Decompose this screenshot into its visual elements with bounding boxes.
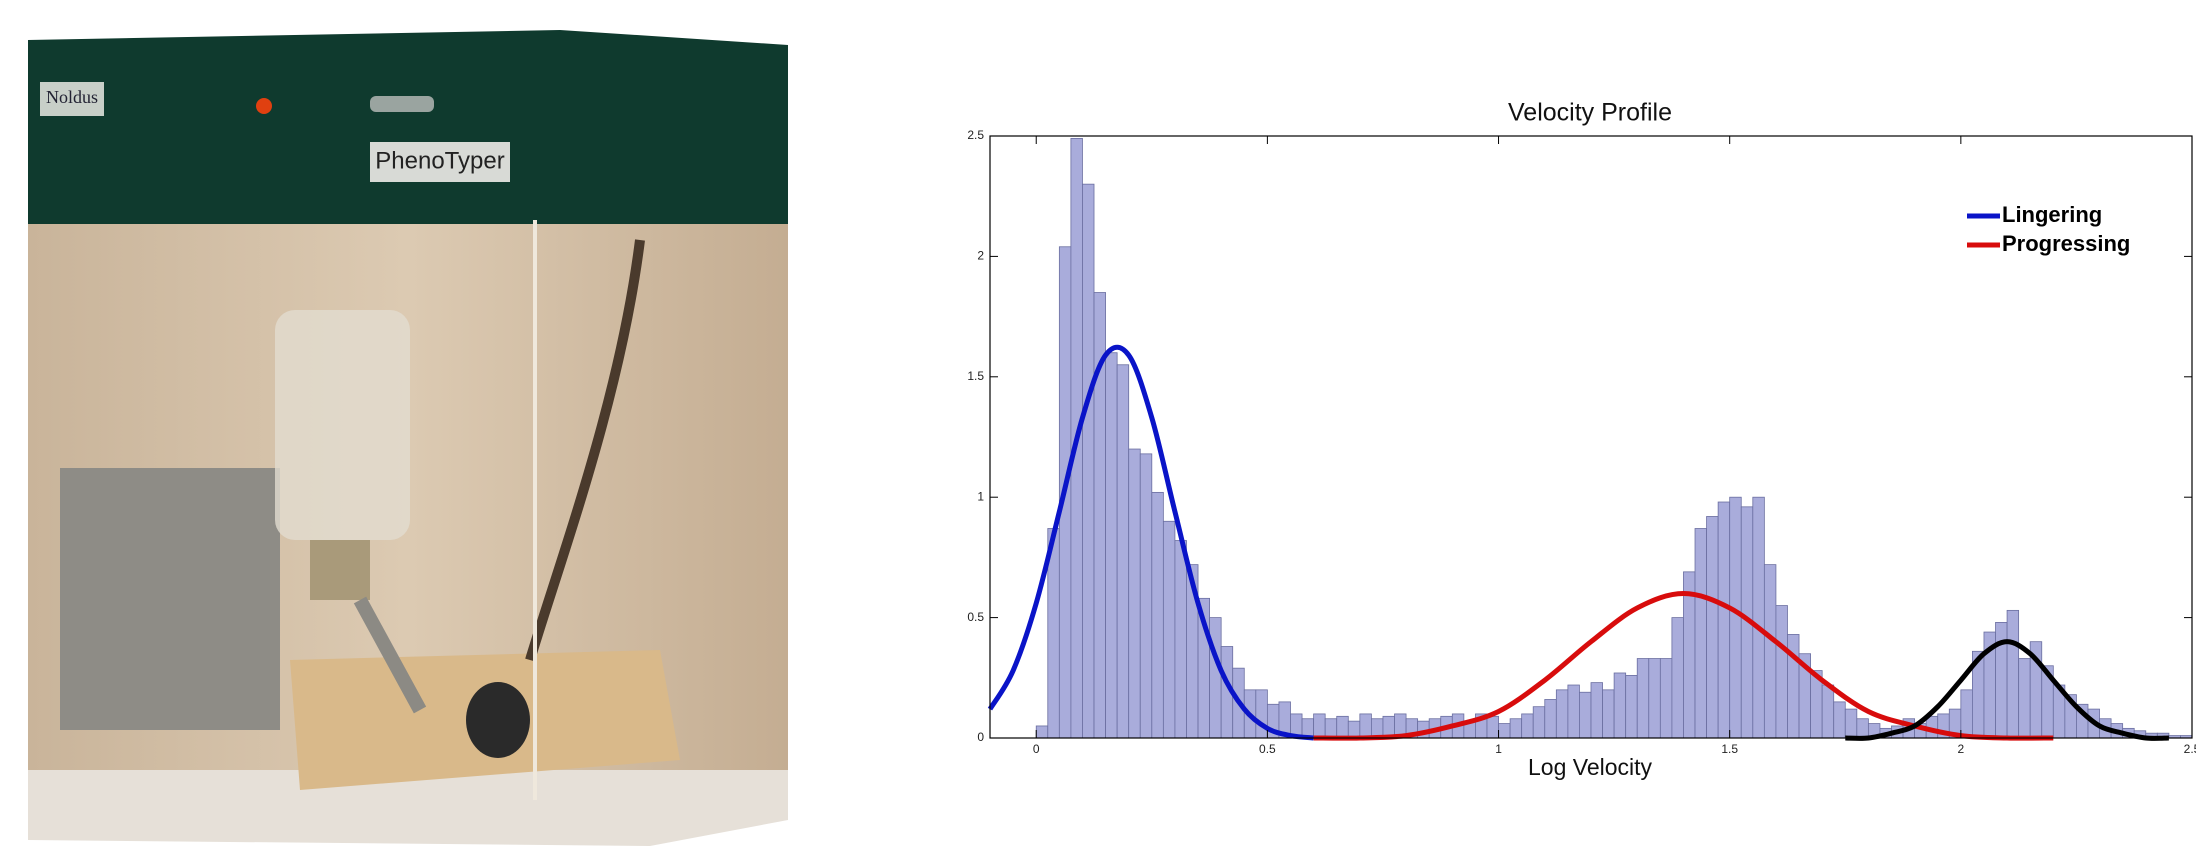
brand-plate <box>40 82 104 116</box>
histogram-bar <box>1359 713 1372 739</box>
connector <box>370 96 434 112</box>
histogram-bar <box>1521 713 1534 739</box>
histogram-bar <box>1336 715 1349 739</box>
cage-top <box>28 30 788 224</box>
y-tick-label: 2 <box>977 249 984 263</box>
legend-label: Lingering <box>2002 202 2102 227</box>
chart: Velocity Profile Log Velocity 0 0.5 1 1.5 2 2… <box>967 99 2196 780</box>
x-tick-label: 2 <box>1958 742 1965 756</box>
y-tick-label: 0 <box>977 730 984 744</box>
brand: Noldus <box>46 87 98 107</box>
density-curve <box>1313 591 2054 741</box>
histogram-bar <box>1821 684 1835 739</box>
histogram-bar <box>1162 520 1176 739</box>
histogram-bar <box>1128 448 1141 739</box>
histogram-bar <box>1555 689 1569 739</box>
histogram-bar <box>1151 491 1164 739</box>
histogram-bar <box>1082 183 1095 739</box>
x-tick-label: 0 <box>1033 742 1040 756</box>
spout <box>353 596 427 714</box>
x-axis-label: Log Velocity <box>1528 754 1653 780</box>
y-tick-label: 1 <box>977 489 984 503</box>
histogram-bar <box>1729 496 1742 739</box>
legend-label: Progressing <box>2002 231 2130 256</box>
histogram-bar <box>1139 453 1153 739</box>
product: PhenoTyper <box>375 147 504 174</box>
histogram-bar <box>1671 617 1684 739</box>
histogram-bar <box>1613 672 1627 739</box>
histogram-bar <box>1636 658 1650 739</box>
density-curve <box>987 344 1314 741</box>
histogram-bar <box>1694 528 1707 739</box>
histogram-bar <box>1833 701 1846 739</box>
chart-title: Velocity Profile <box>1508 99 1672 127</box>
feeder <box>60 468 280 730</box>
histogram-bar <box>1717 501 1731 739</box>
y-tick-label: 2.5 <box>967 128 984 142</box>
y-tick-label: 0.5 <box>967 610 984 624</box>
histogram-bar <box>1856 718 1869 739</box>
histogram-bar <box>1313 713 1326 739</box>
histogram-bar <box>1602 689 1615 739</box>
histogram-bar <box>1486 715 1499 739</box>
histogram-bar <box>1590 682 1603 739</box>
histogram-bar <box>1174 540 1187 739</box>
histogram-bar <box>1567 684 1580 739</box>
y-tick-label: 1.5 <box>967 369 984 383</box>
bottle <box>275 310 410 540</box>
histogram-bar <box>1844 708 1858 739</box>
histogram-bar <box>2018 658 2031 739</box>
histogram-bar <box>1498 723 1511 739</box>
histogram-bar <box>1659 658 1673 739</box>
led <box>256 98 272 114</box>
mouse <box>466 682 530 758</box>
histogram-bar <box>1752 496 1765 739</box>
histogram-bar <box>1209 617 1222 739</box>
histogram-bar <box>1579 691 1592 739</box>
legend-box <box>1962 196 2177 270</box>
x-tick-label: 1.5 <box>1721 742 1738 756</box>
histogram-bar <box>1509 718 1523 739</box>
cage-floor <box>28 770 788 846</box>
histogram-bar <box>1775 605 1788 739</box>
histogram-bar <box>1625 674 1638 739</box>
x-tick-label: 2.5 <box>2184 742 2196 756</box>
histogram-bar <box>1706 516 1719 739</box>
cable <box>525 239 645 662</box>
histogram-bar <box>1763 564 1777 739</box>
histogram-bar <box>1960 689 1973 739</box>
histogram-bar <box>1105 352 1118 739</box>
product-plate <box>370 142 510 182</box>
histogram-bar <box>1347 720 1361 739</box>
histogram-bar <box>1532 706 1546 739</box>
histogram-bar <box>1648 658 1661 739</box>
histogram-bar <box>1116 364 1130 739</box>
density-curve <box>1845 639 2169 741</box>
x-tick-label: 0.5 <box>1259 742 1276 756</box>
x-tick-label: 1 <box>1495 742 1502 756</box>
cage-photo: Noldus PhenoTyper <box>28 30 788 846</box>
bottle-cap <box>310 540 370 600</box>
histogram-bar <box>1544 699 1557 739</box>
histogram-bar <box>1035 725 1049 739</box>
histogram-bar <box>1255 689 1268 739</box>
plot-frame <box>989 135 2193 739</box>
histogram-bar <box>2006 609 2020 739</box>
histogram-bar <box>1324 718 1338 739</box>
